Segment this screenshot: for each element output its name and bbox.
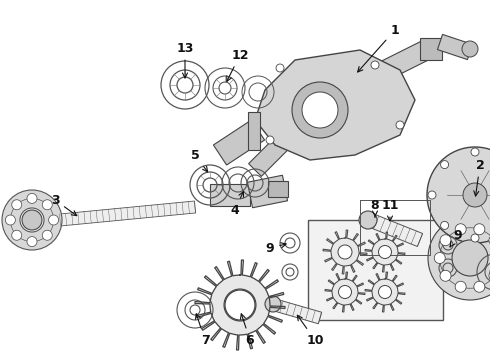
Circle shape [49,215,59,225]
Polygon shape [247,175,288,208]
Text: 7: 7 [196,314,209,346]
Circle shape [455,281,466,292]
Circle shape [455,224,466,235]
Circle shape [292,82,348,138]
Text: 12: 12 [227,49,249,81]
Polygon shape [248,136,290,176]
Circle shape [427,147,490,243]
Polygon shape [368,213,422,247]
Bar [248,112,260,150]
Circle shape [42,200,52,210]
Circle shape [428,216,490,300]
Circle shape [452,240,488,276]
Text: 4: 4 [231,192,244,216]
Circle shape [276,64,284,72]
Circle shape [371,61,379,69]
Text: 10: 10 [297,315,324,346]
Circle shape [266,136,274,144]
Polygon shape [255,50,415,160]
Circle shape [12,230,22,240]
Circle shape [471,148,479,156]
Bar [308,220,443,320]
Circle shape [2,190,62,250]
Circle shape [396,121,404,129]
Circle shape [489,235,490,246]
Circle shape [265,296,281,312]
Circle shape [428,191,436,199]
Polygon shape [323,230,367,274]
Text: 2: 2 [474,158,485,196]
Bar [268,181,288,197]
Circle shape [22,210,42,230]
Text: 13: 13 [176,41,194,78]
Circle shape [440,270,451,281]
Circle shape [441,221,448,229]
Circle shape [453,241,487,275]
Circle shape [434,252,445,264]
Text: 11: 11 [381,198,399,221]
Circle shape [471,234,479,242]
Polygon shape [195,260,285,350]
Circle shape [338,245,352,259]
Circle shape [378,285,392,298]
Circle shape [224,289,256,321]
Circle shape [302,92,338,128]
Circle shape [441,161,448,168]
Text: 5: 5 [191,149,208,172]
Text: 9: 9 [266,242,286,255]
Text: 7: 7 [0,359,1,360]
Polygon shape [214,120,265,165]
Circle shape [27,237,37,247]
Text: 8: 8 [371,198,379,217]
Polygon shape [366,39,435,87]
Circle shape [5,215,15,225]
Polygon shape [210,184,250,206]
Polygon shape [438,35,472,60]
Circle shape [474,281,485,292]
Polygon shape [325,272,365,312]
Circle shape [474,224,485,235]
Circle shape [20,208,44,232]
Bar [420,38,442,60]
Circle shape [27,193,37,203]
Circle shape [440,235,451,246]
Polygon shape [365,272,405,312]
Circle shape [42,230,52,240]
Text: 6: 6 [241,314,254,346]
Circle shape [463,183,487,207]
Text: 3: 3 [50,194,77,216]
Polygon shape [365,232,405,272]
Circle shape [359,211,377,229]
Circle shape [378,246,392,258]
Polygon shape [59,201,196,226]
Text: 9: 9 [450,229,462,247]
Polygon shape [273,299,321,324]
Circle shape [12,200,22,210]
Circle shape [339,285,351,298]
Text: 1: 1 [358,23,399,72]
Circle shape [489,270,490,281]
Circle shape [462,41,478,57]
Circle shape [225,290,255,320]
